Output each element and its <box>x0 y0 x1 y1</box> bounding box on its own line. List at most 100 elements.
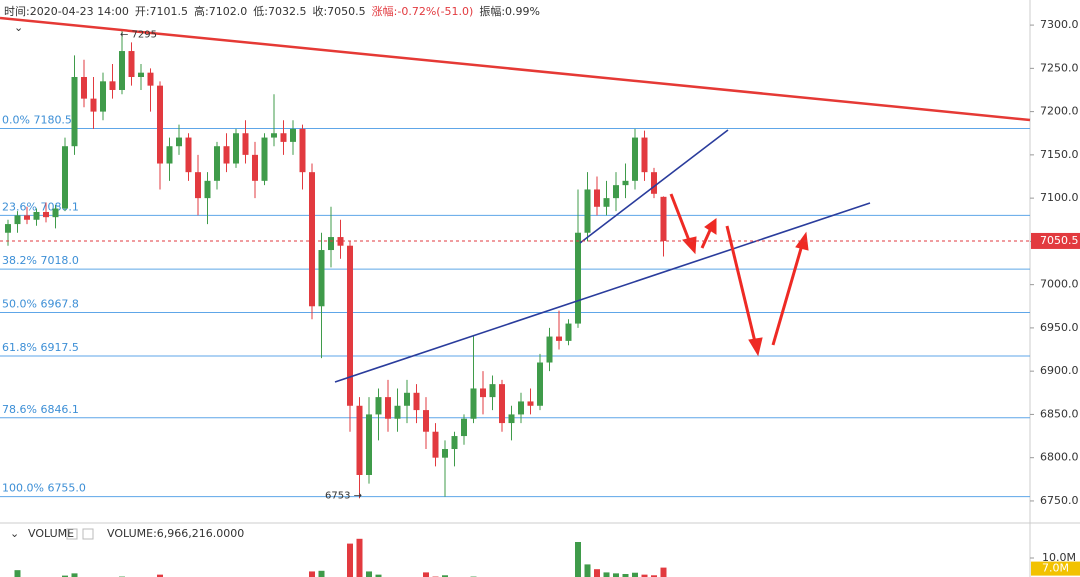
candle-body <box>100 81 106 112</box>
info-field: 涨幅:-0.72%(-51.0) <box>372 5 474 18</box>
arrow <box>669 193 692 244</box>
volume-bar <box>632 572 638 577</box>
candle-body <box>404 392 410 406</box>
candle-body <box>622 180 629 186</box>
candle-body <box>423 410 429 432</box>
info-field: 低:7032.5 <box>253 5 306 18</box>
info-field: 时间:2020-04-23 14:00 <box>4 5 129 18</box>
arrow <box>725 225 757 343</box>
arrow <box>771 244 804 346</box>
candle-body <box>252 154 258 181</box>
candle-body <box>147 72 154 86</box>
candle-body <box>499 384 505 424</box>
candle-body <box>508 414 515 424</box>
candle-body <box>43 211 49 218</box>
candle-body <box>442 449 448 458</box>
candle-body <box>432 431 439 458</box>
volume-bar <box>14 570 21 577</box>
y-tick-label: 7150.0 <box>1040 148 1079 161</box>
high-marker: ← 7295 <box>120 29 157 40</box>
candle-body <box>632 137 638 181</box>
volume-bar <box>71 573 78 577</box>
info-field: 高:7102.0 <box>194 4 247 18</box>
candle-body <box>546 336 553 363</box>
candle-body <box>176 137 182 147</box>
candle-body <box>33 211 40 220</box>
info-field: 开:7101.5 <box>135 5 188 18</box>
candle-body <box>594 189 600 207</box>
arrowhead <box>682 236 697 255</box>
candle-body <box>347 245 353 406</box>
candle-body <box>603 198 610 207</box>
candle-body <box>90 98 97 112</box>
volume-tick-label: 10.0M <box>1042 551 1076 564</box>
candle-body <box>480 388 486 398</box>
volume-bar <box>347 543 353 577</box>
trend-line <box>334 202 871 383</box>
candle-body <box>356 405 363 475</box>
volume-bar <box>318 570 325 577</box>
candle-body <box>337 237 344 246</box>
candle-body <box>242 133 249 155</box>
settings-icon[interactable] <box>66 528 78 540</box>
volume-info: VOLUME:6,966,216.0000 <box>107 527 244 540</box>
fib-label: 100.0% 6755.0 <box>2 482 86 495</box>
last-price-label: 7050.5 <box>1040 234 1079 247</box>
volume-bar <box>309 571 315 577</box>
collapse-icon: ⌄ <box>14 21 23 34</box>
candle-body <box>185 137 192 173</box>
close-icon[interactable] <box>82 528 94 540</box>
candle-body <box>660 196 667 241</box>
candle-body <box>223 146 230 164</box>
candle-body <box>489 384 496 398</box>
candle-body <box>62 146 68 209</box>
low-marker: 6753 → <box>325 490 362 501</box>
arrowhead <box>748 337 763 357</box>
candle-body <box>556 336 562 341</box>
candle-body <box>318 250 325 307</box>
y-tick-label: 6750.0 <box>1040 494 1079 507</box>
candle-body <box>651 172 657 194</box>
info-field: 振幅:0.99% <box>479 4 540 18</box>
candle-body <box>451 436 458 450</box>
volume-bar <box>442 575 448 577</box>
volume-bar <box>575 542 581 577</box>
candle-body <box>470 388 477 419</box>
candle-body <box>641 137 648 173</box>
collapse-icon: ⌄ <box>10 527 19 540</box>
ohlc-info: 时间:2020-04-23 14:00 开:7101.5 高:7102.0 低:703… <box>4 4 540 18</box>
candle-body <box>52 208 59 218</box>
candle-body <box>328 237 334 251</box>
y-tick-label: 6850.0 <box>1040 407 1079 420</box>
volume-bar <box>641 574 648 577</box>
y-tick-label: 6950.0 <box>1040 321 1079 334</box>
candle-body <box>261 137 268 181</box>
arrows <box>669 193 809 357</box>
candle-body <box>375 397 382 415</box>
volume-bar <box>613 573 619 577</box>
y-tick-label: 7250.0 <box>1040 61 1079 74</box>
candle-body <box>195 172 201 199</box>
fib-label: 78.6% 6846.1 <box>2 403 79 416</box>
volume-bar <box>157 574 163 577</box>
volume-bar <box>603 572 610 577</box>
y-tick-label: 7200.0 <box>1040 105 1079 118</box>
fib-label: 61.8% 6917.5 <box>2 341 79 354</box>
candle-body <box>537 362 543 406</box>
volume-bar <box>660 567 667 577</box>
candle-body <box>518 401 524 415</box>
y-tick-label: 7100.0 <box>1040 191 1079 204</box>
candle-body <box>157 85 163 164</box>
candle-body <box>280 133 287 142</box>
volume-bar <box>584 564 591 577</box>
candle-body <box>584 189 591 233</box>
y-tick-label: 6900.0 <box>1040 364 1079 377</box>
candle-body <box>81 77 87 99</box>
volume-bar <box>375 574 382 577</box>
fib-label: 50.0% 6967.8 <box>2 298 79 311</box>
volume-bar <box>62 575 68 577</box>
volume-bar <box>356 538 363 577</box>
y-tick-label: 7300.0 <box>1040 18 1079 31</box>
